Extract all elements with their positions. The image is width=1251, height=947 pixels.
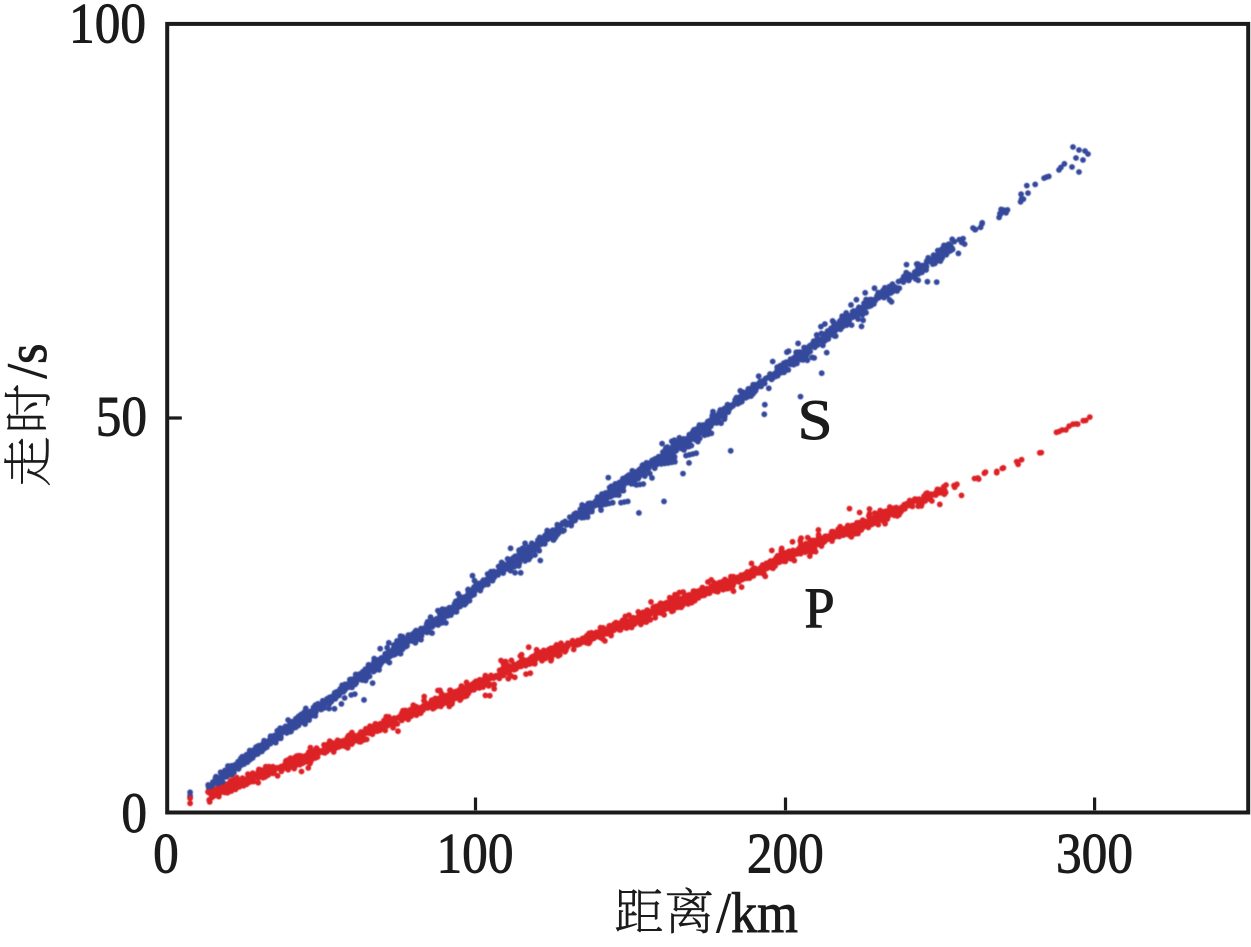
svg-text:/s: /s xyxy=(0,344,58,379)
svg-text:100: 100 xyxy=(69,0,146,55)
svg-text:300: 300 xyxy=(1056,822,1133,885)
svg-text:0: 0 xyxy=(153,822,179,885)
svg-text:200: 200 xyxy=(747,822,824,885)
svg-text:P: P xyxy=(804,577,834,641)
svg-text:S: S xyxy=(798,388,833,451)
svg-text:/km: /km xyxy=(716,881,798,944)
svg-text:0: 0 xyxy=(121,782,147,845)
svg-text:50: 50 xyxy=(96,385,147,448)
svg-text:100: 100 xyxy=(437,822,514,885)
